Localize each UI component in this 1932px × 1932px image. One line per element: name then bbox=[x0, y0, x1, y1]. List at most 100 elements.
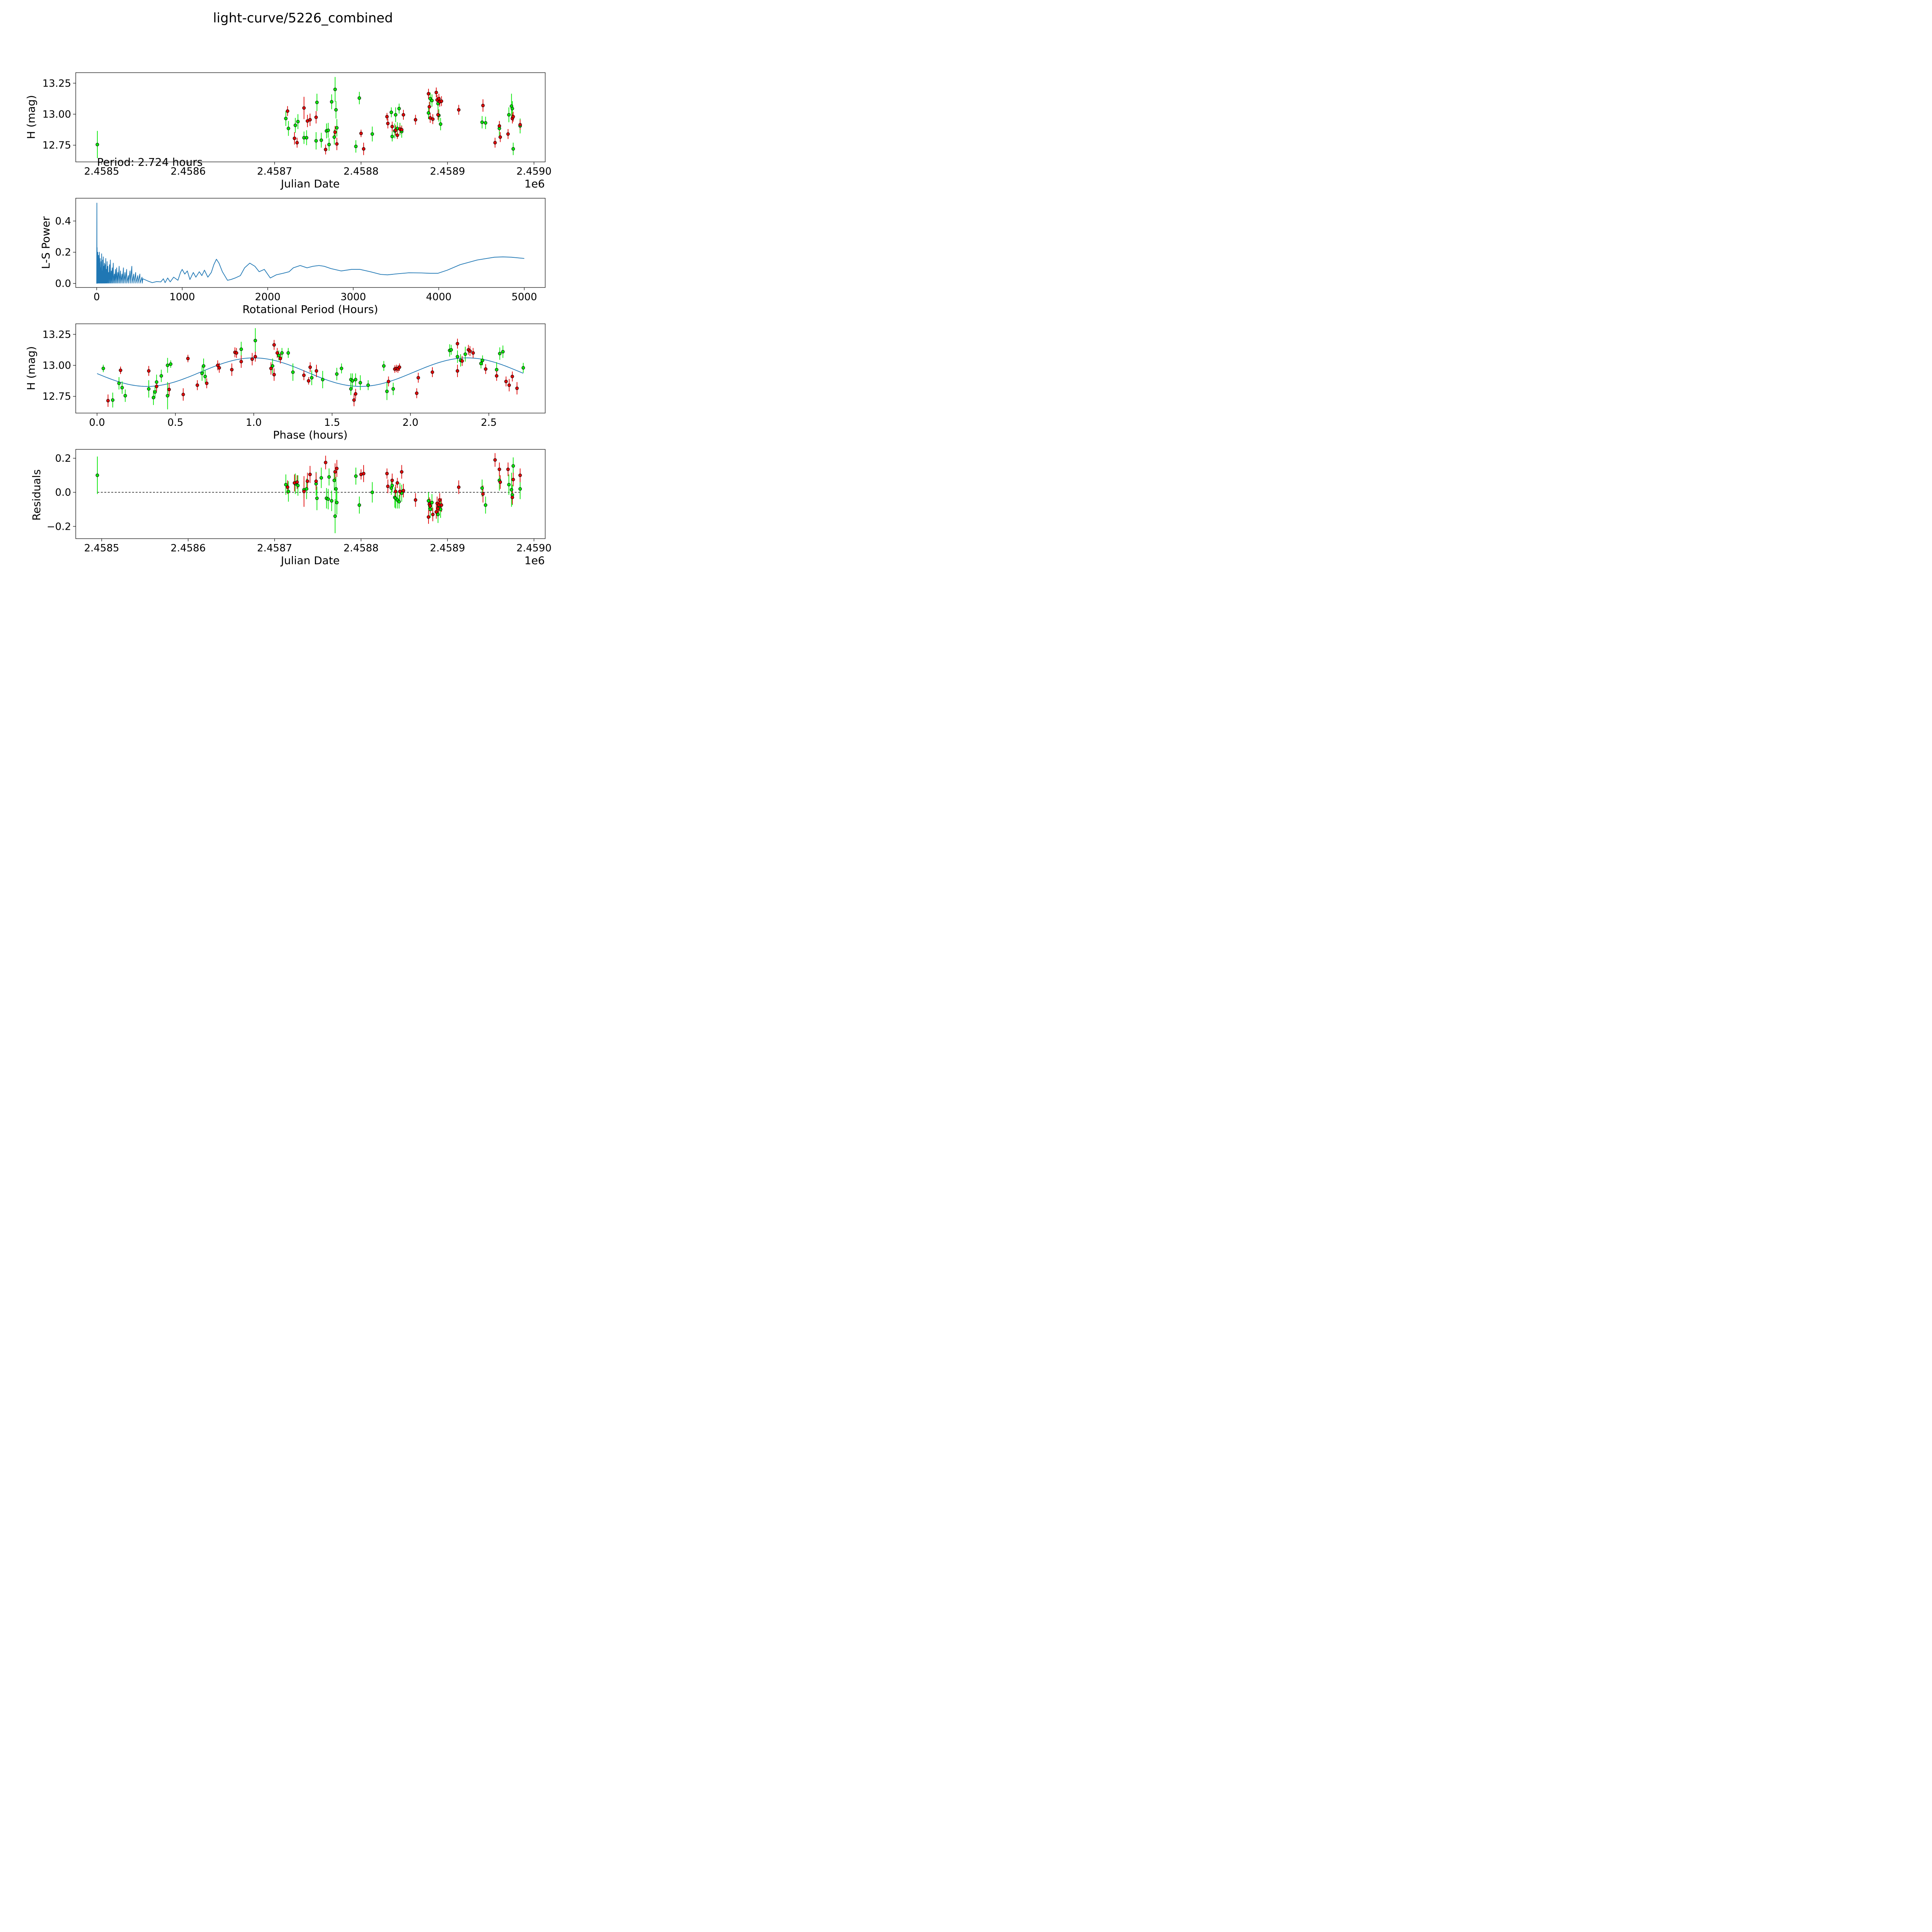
red-data-point bbox=[395, 481, 399, 485]
red-data-point bbox=[106, 399, 110, 403]
panel-lightcurve: 2.4585 2.4586 2.4587 2.4588 2.4589 2.4590 12.7… bbox=[25, 72, 551, 190]
red-data-point bbox=[335, 466, 339, 470]
green-data-point bbox=[166, 394, 170, 398]
red-data-point bbox=[498, 480, 502, 484]
red-data-point bbox=[498, 135, 502, 139]
green-data-point bbox=[354, 474, 358, 478]
green-data-point bbox=[427, 111, 430, 115]
x-tick-label: 2.4585 bbox=[84, 543, 119, 554]
x-tick-label: 2.4590 bbox=[516, 543, 551, 554]
y-tick-label: 0.0 bbox=[55, 278, 71, 290]
red-data-point bbox=[314, 116, 318, 119]
red-data-point bbox=[119, 368, 122, 372]
green-data-point bbox=[270, 364, 274, 368]
green-data-point bbox=[147, 387, 151, 391]
red-data-point bbox=[395, 133, 399, 137]
green-data-point bbox=[117, 381, 121, 385]
x-tick-label: 2.4587 bbox=[257, 166, 292, 177]
red-data-point bbox=[295, 141, 299, 145]
red-data-point bbox=[518, 473, 522, 477]
green-data-point bbox=[357, 503, 361, 507]
y-axis-label: L-S Power bbox=[39, 216, 52, 269]
green-data-point bbox=[286, 490, 290, 493]
red-data-point bbox=[359, 131, 363, 135]
red-data-point bbox=[315, 369, 318, 373]
red-data-point bbox=[511, 115, 515, 119]
green-data-point bbox=[480, 486, 484, 490]
x-tick-label: 0.0 bbox=[89, 417, 105, 429]
red-data-point bbox=[272, 343, 276, 347]
panel-periodogram: 0 1000 2000 3000 4000 5000 0.0 0.2 0.4 Rotationa… bbox=[39, 198, 546, 316]
green-data-point bbox=[120, 386, 124, 389]
green-data-point bbox=[507, 483, 511, 486]
red-data-point bbox=[438, 498, 442, 502]
red-data-point bbox=[314, 479, 318, 483]
y-tick-label: 12.75 bbox=[43, 391, 71, 403]
red-data-point bbox=[352, 398, 356, 402]
green-data-point bbox=[95, 473, 99, 477]
red-data-point bbox=[398, 365, 401, 369]
red-data-point bbox=[308, 118, 312, 122]
red-data-point bbox=[398, 490, 402, 493]
x-tick-label: 1000 bbox=[169, 291, 195, 303]
y-tick-label: 12.75 bbox=[43, 140, 71, 151]
red-data-point bbox=[484, 367, 488, 371]
red-data-point bbox=[427, 515, 430, 519]
model-curve bbox=[97, 357, 524, 387]
green-data-point bbox=[385, 389, 389, 393]
green-data-point bbox=[354, 378, 357, 381]
red-data-point bbox=[335, 142, 339, 146]
green-data-point bbox=[391, 387, 395, 391]
red-data-point bbox=[276, 351, 279, 355]
figure-title: light-curve/5226_combined bbox=[213, 10, 393, 26]
red-data-point bbox=[272, 373, 276, 377]
green-data-point bbox=[427, 499, 430, 503]
green-data-point bbox=[203, 374, 207, 378]
green-data-point bbox=[370, 132, 374, 136]
y-tick-label: 0.4 bbox=[55, 216, 71, 227]
red-data-point bbox=[401, 489, 405, 493]
red-data-point bbox=[302, 490, 306, 493]
x-tick-label: 2.4588 bbox=[344, 543, 379, 554]
y-axis-label: H (mag) bbox=[25, 346, 37, 390]
x-tick-label: 2.4586 bbox=[170, 543, 206, 554]
red-data-point bbox=[196, 383, 199, 387]
red-data-point bbox=[295, 480, 299, 484]
red-data-point bbox=[511, 478, 515, 481]
green-data-point bbox=[335, 126, 339, 130]
x-tick-label: 2.4585 bbox=[84, 166, 119, 177]
green-data-point bbox=[293, 123, 297, 127]
x-axis-label: Rotational Period (Hours) bbox=[242, 303, 378, 316]
green-data-point bbox=[277, 354, 281, 357]
green-data-point bbox=[200, 371, 204, 375]
x-axis-label: Julian Date bbox=[280, 177, 340, 190]
x-tick-label: 1.5 bbox=[324, 417, 340, 429]
green-data-point bbox=[463, 352, 467, 356]
green-data-point bbox=[239, 347, 243, 351]
red-data-point bbox=[293, 136, 296, 140]
green-data-point bbox=[321, 378, 325, 381]
green-data-point bbox=[507, 113, 511, 117]
red-data-point bbox=[306, 479, 310, 483]
green-data-point bbox=[304, 136, 308, 139]
green-data-point bbox=[349, 387, 353, 391]
x-tick-label: 2.4586 bbox=[170, 166, 206, 177]
red-data-point bbox=[457, 485, 461, 489]
red-data-point bbox=[239, 360, 243, 364]
green-data-point bbox=[284, 117, 288, 121]
red-data-point bbox=[324, 148, 328, 151]
red-data-point bbox=[510, 374, 514, 378]
green-data-point bbox=[501, 350, 505, 354]
red-data-point bbox=[386, 485, 390, 488]
red-data-point bbox=[324, 461, 328, 464]
red-data-point bbox=[230, 368, 234, 372]
green-data-point bbox=[390, 134, 394, 138]
red-data-point bbox=[497, 124, 501, 128]
x-tick-label: 2.4587 bbox=[257, 543, 292, 554]
red-data-point bbox=[431, 117, 435, 121]
green-data-point bbox=[366, 383, 370, 387]
green-data-point bbox=[334, 487, 338, 491]
red-data-point bbox=[428, 504, 432, 508]
green-data-point bbox=[511, 147, 515, 151]
red-data-point bbox=[471, 351, 475, 355]
